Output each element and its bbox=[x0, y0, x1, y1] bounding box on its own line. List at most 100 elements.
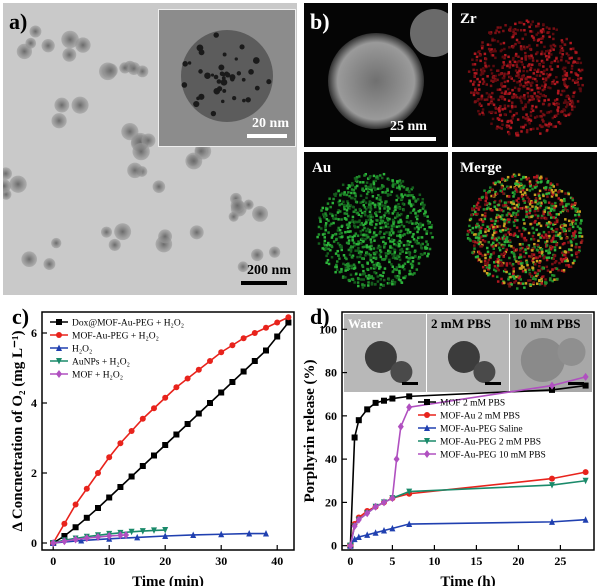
eds-pixel bbox=[372, 267, 376, 270]
eds-pixel bbox=[538, 206, 542, 209]
eds-pixel bbox=[522, 74, 525, 77]
eds-pixel bbox=[473, 240, 477, 244]
eds-pixel bbox=[495, 260, 498, 263]
eds-pixel bbox=[501, 177, 504, 181]
eds-pixel bbox=[421, 242, 424, 246]
eds-pixel bbox=[540, 41, 543, 44]
eds-pixel bbox=[499, 105, 502, 108]
eds-pixel bbox=[503, 72, 506, 76]
eds-pixel bbox=[536, 31, 540, 35]
eds-pixel bbox=[552, 79, 556, 82]
eds-pixel bbox=[367, 185, 370, 189]
eds-pixel bbox=[541, 254, 545, 257]
eds-pixel bbox=[481, 108, 485, 111]
eds-pixel bbox=[537, 233, 540, 237]
eds-pixel bbox=[540, 31, 543, 34]
eds-pixel bbox=[537, 90, 540, 94]
eds-pixel bbox=[530, 215, 533, 219]
eds-pixel bbox=[318, 216, 321, 220]
eds-pixel bbox=[513, 255, 516, 258]
eds-pixel bbox=[516, 213, 520, 216]
eds-pixel bbox=[527, 20, 530, 24]
eds-pixel bbox=[340, 235, 343, 239]
eds-pixel bbox=[507, 220, 511, 224]
eds-pixel bbox=[372, 256, 375, 260]
eds-pixel bbox=[542, 120, 545, 123]
eds-pixel bbox=[347, 278, 351, 282]
eds-pixel bbox=[410, 194, 413, 197]
eds-pixel bbox=[510, 245, 513, 248]
eds-pixel bbox=[541, 88, 545, 92]
eds-pixel bbox=[489, 32, 492, 36]
eds-pixel bbox=[535, 115, 539, 118]
eds-pixel bbox=[548, 73, 551, 77]
eds-pixel bbox=[486, 263, 489, 267]
eds-pixel bbox=[500, 217, 503, 221]
eds-pixel bbox=[380, 221, 384, 224]
eds-pixel bbox=[527, 279, 530, 282]
eds-pixel bbox=[483, 262, 487, 266]
eds-pixel bbox=[540, 280, 544, 283]
eds-pixel bbox=[547, 52, 551, 55]
eds-pixel bbox=[508, 46, 511, 49]
eds-pixel bbox=[541, 275, 544, 279]
eds-pixel bbox=[516, 28, 519, 32]
eds-pixel bbox=[346, 265, 349, 268]
eds-pixel bbox=[374, 257, 378, 261]
eds-pixel bbox=[571, 261, 575, 265]
eds-pixel bbox=[531, 187, 534, 191]
eds-pixel bbox=[532, 261, 535, 264]
eds-pixel bbox=[528, 44, 531, 47]
eds-pixel bbox=[557, 89, 560, 93]
eds-pixel bbox=[566, 101, 569, 104]
y-tick-label: 100 bbox=[319, 322, 337, 336]
eds-pixel bbox=[477, 239, 480, 242]
tem-particle bbox=[41, 39, 55, 53]
tem-particle bbox=[152, 180, 166, 193]
eds-pixel bbox=[325, 254, 328, 258]
eds-pixel bbox=[537, 99, 541, 103]
data-point bbox=[151, 405, 157, 412]
eds-pixel bbox=[332, 240, 336, 243]
eds-pixel bbox=[355, 178, 358, 182]
eds-pixel bbox=[410, 187, 414, 191]
eds-pixel bbox=[540, 214, 544, 218]
eds-pixel bbox=[539, 110, 543, 113]
eds-pixel bbox=[528, 209, 532, 212]
eds-pixel bbox=[528, 25, 531, 29]
data-point bbox=[50, 539, 57, 547]
eds-pixel bbox=[526, 45, 529, 49]
eds-pixel bbox=[535, 274, 538, 278]
eds-pixel bbox=[351, 183, 354, 187]
eds-pixel bbox=[525, 213, 529, 216]
eds-pixel bbox=[548, 278, 552, 282]
eds-pixel bbox=[475, 68, 479, 72]
data-point bbox=[347, 541, 354, 550]
eds-pixel bbox=[348, 207, 351, 210]
data-point bbox=[406, 520, 413, 528]
eds-pixel bbox=[345, 241, 349, 245]
eds-pixel bbox=[326, 202, 330, 205]
eds-pixel bbox=[402, 244, 406, 247]
eds-pixel bbox=[548, 247, 552, 251]
eds-pixel bbox=[531, 77, 535, 80]
eds-pixel bbox=[508, 239, 512, 242]
eds-pixel bbox=[570, 244, 574, 247]
eds-pixel bbox=[391, 253, 394, 256]
eds-pixel bbox=[414, 240, 417, 244]
eds-pixel bbox=[356, 225, 360, 229]
eds-pixel bbox=[408, 272, 411, 276]
eds-pixel bbox=[334, 265, 337, 269]
eds-pixel bbox=[544, 206, 548, 210]
eds-pixel bbox=[500, 119, 504, 123]
eds-pixel bbox=[431, 236, 434, 239]
data-point bbox=[549, 386, 555, 393]
eds-pixel bbox=[426, 254, 429, 258]
eds-pixel bbox=[500, 262, 504, 266]
eds-pixel bbox=[396, 181, 399, 185]
eds-pixel bbox=[547, 75, 550, 79]
x-tick-label: 20 bbox=[512, 554, 524, 568]
eds-pixel bbox=[484, 234, 487, 238]
eds-pixel bbox=[517, 185, 521, 188]
eds-pixel bbox=[517, 203, 521, 206]
